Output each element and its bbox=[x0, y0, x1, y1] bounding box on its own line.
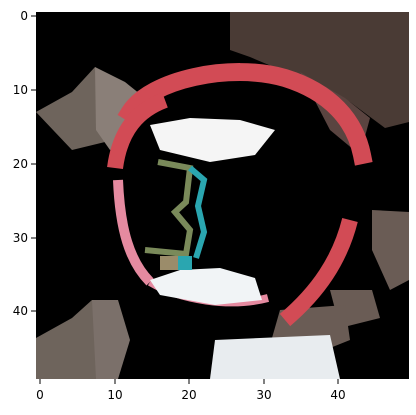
x-tick-label: 30 bbox=[256, 388, 271, 402]
y-tick-label: 20 bbox=[13, 157, 28, 171]
y-tick-label: 30 bbox=[13, 231, 28, 245]
y-tick-label: 40 bbox=[13, 304, 28, 318]
center-fragment bbox=[144, 159, 208, 270]
x-tick-label: 0 bbox=[36, 388, 44, 402]
x-tick-label: 40 bbox=[330, 388, 345, 402]
y-tick-label: 0 bbox=[20, 9, 28, 23]
white-patches bbox=[150, 118, 340, 379]
x-tick-label: 10 bbox=[107, 388, 122, 402]
y-tick-label: 10 bbox=[13, 83, 28, 97]
background-blobs bbox=[36, 12, 409, 379]
y-axis: 0 10 20 30 40 bbox=[13, 9, 36, 318]
x-axis: 0 10 20 30 40 bbox=[36, 379, 346, 402]
x-tick-label: 20 bbox=[181, 388, 196, 402]
